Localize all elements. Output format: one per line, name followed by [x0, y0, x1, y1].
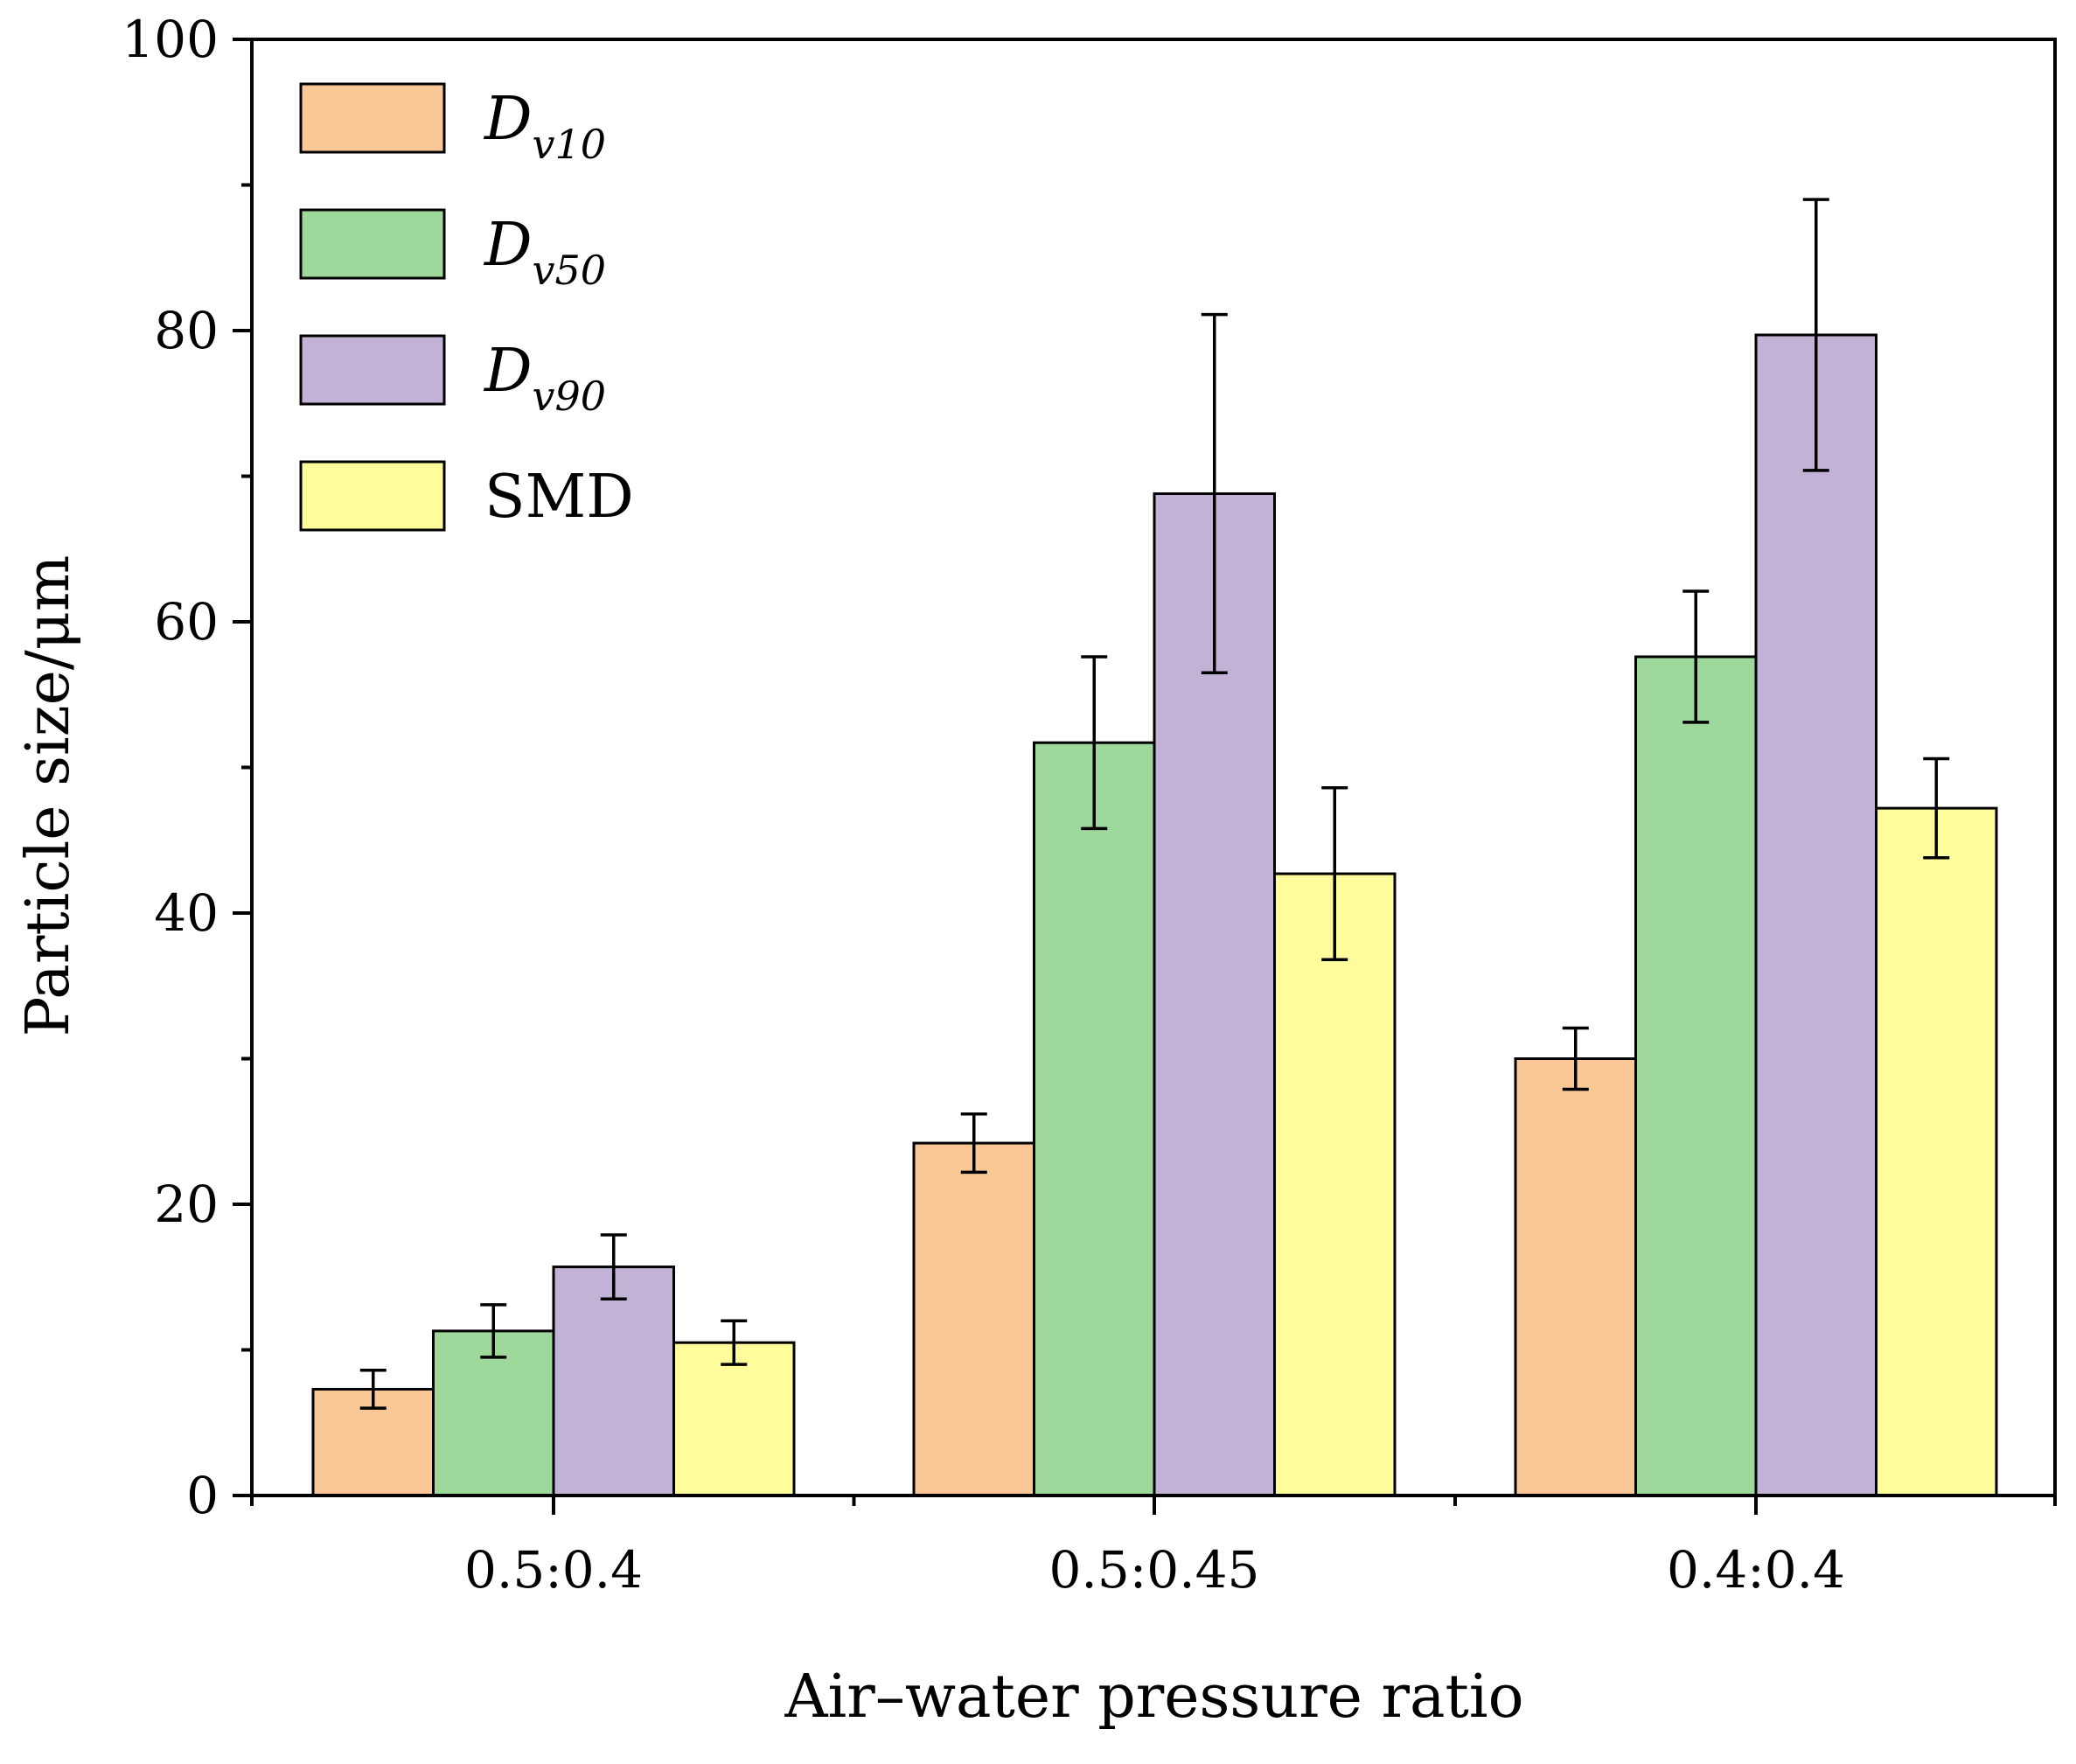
- bar-dv10-2: [1514, 1057, 1637, 1497]
- legend-label-smd: SMD: [484, 463, 634, 532]
- y-tick-label: 60: [154, 592, 219, 652]
- legend-swatch-dv90: [299, 334, 446, 406]
- y-tick-label: 20: [154, 1175, 219, 1234]
- bar-dv50-1: [1033, 741, 1156, 1497]
- y-tick-label: 100: [122, 10, 219, 69]
- y-tick-label: 80: [154, 301, 219, 360]
- legend-swatch-dv50: [299, 208, 446, 280]
- y-tick-label: 40: [154, 883, 219, 943]
- legend-label-dv10: Dv10: [483, 85, 606, 168]
- bar-dv90-2: [1754, 333, 1877, 1497]
- bar-dv50-2: [1634, 655, 1758, 1497]
- bar-dv90-0: [552, 1265, 675, 1497]
- x-axis-title: Air–water pressure ratio: [784, 1663, 1523, 1732]
- legend-label-dv50: Dv50: [483, 211, 606, 294]
- bar-smd-1: [1273, 872, 1397, 1497]
- y-tick-label: 0: [186, 1466, 219, 1525]
- legend: Dv10 Dv50 Dv90 SMD: [299, 82, 634, 532]
- bars-layer: [311, 333, 1998, 1497]
- x-tick-label: 0.4:0.4: [1667, 1540, 1845, 1600]
- x-tick-label: 0.5:0.45: [1049, 1540, 1260, 1600]
- error-bars-layer: [359, 198, 1950, 1410]
- legend-swatch-smd: [299, 460, 446, 532]
- x-tick-label: 0.5:0.4: [464, 1540, 643, 1600]
- bar-smd-2: [1875, 806, 1998, 1497]
- legend-label-dv90: Dv90: [483, 337, 606, 420]
- bar-dv10-1: [912, 1141, 1035, 1497]
- legend-swatch-dv10: [299, 82, 446, 154]
- bar-smd-0: [672, 1341, 796, 1497]
- y-axis-title: Particle size/μm: [14, 555, 83, 1037]
- axes-layer: 0 20 40 60 80 100 0.5:0.4 0.5:0.45 0.4:0.4: [122, 10, 2057, 1600]
